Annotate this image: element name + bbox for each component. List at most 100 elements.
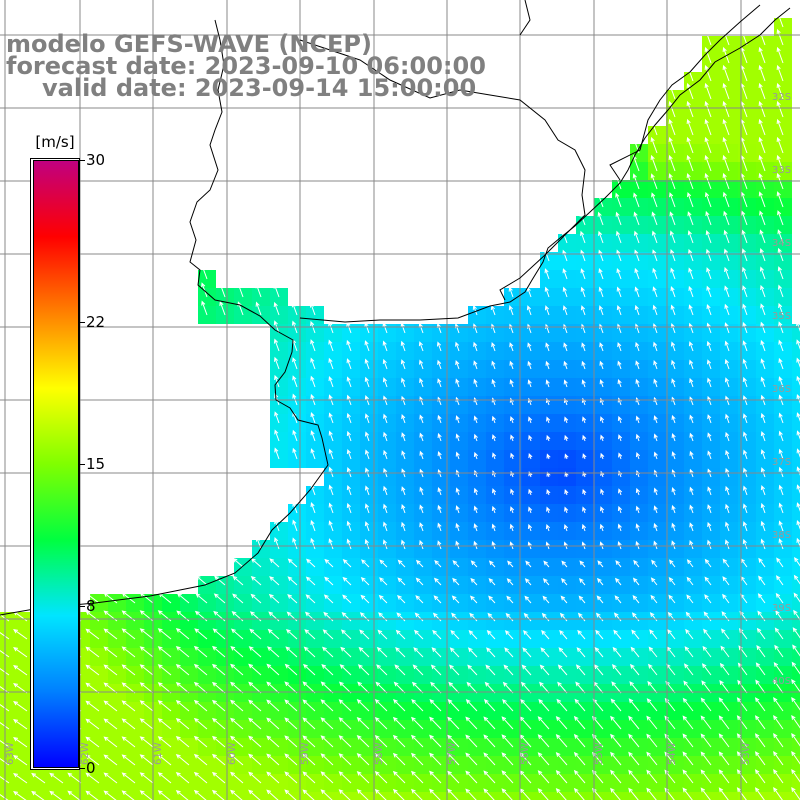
wind-arrow	[776, 10, 784, 28]
wind-arrow	[579, 577, 586, 586]
wind-arrow	[528, 434, 533, 442]
wind-arrow	[418, 322, 424, 334]
wind-arrow	[85, 772, 100, 784]
field-cell	[792, 486, 800, 504]
wind-arrow	[651, 559, 658, 568]
wind-arrow	[437, 414, 442, 424]
field-cell	[180, 792, 198, 800]
wind-arrow	[501, 788, 513, 800]
wind-arrow	[248, 646, 262, 658]
wind-arrow	[595, 612, 604, 622]
wind-arrow	[273, 301, 280, 316]
wind-arrow	[346, 321, 352, 334]
wind-arrow	[419, 450, 424, 460]
wind-arrow	[121, 592, 136, 604]
wind-arrow	[773, 733, 784, 748]
field-cell	[162, 792, 180, 800]
wind-arrow	[346, 449, 352, 460]
wind-arrow	[285, 646, 298, 658]
wind-arrow	[419, 504, 424, 514]
wind-arrow	[704, 64, 712, 82]
wind-arrow	[686, 172, 694, 190]
wind-arrow	[292, 429, 298, 442]
wind-arrow	[364, 485, 370, 496]
wind-arrow	[395, 647, 406, 658]
wind-arrow	[724, 539, 730, 550]
wind-arrow	[544, 305, 550, 316]
wind-arrow	[635, 523, 640, 532]
wind-arrow	[668, 577, 676, 586]
wind-arrow	[628, 769, 640, 784]
wind-arrow	[703, 611, 712, 622]
wind-arrow	[433, 595, 442, 604]
field-cell	[792, 450, 800, 468]
wind-arrow	[777, 247, 784, 262]
wind-arrow	[394, 664, 406, 676]
wind-arrow	[687, 230, 694, 244]
wind-arrow	[364, 340, 370, 352]
wind-arrow	[707, 521, 712, 532]
wind-arrow	[472, 304, 478, 316]
wind-arrow	[635, 487, 641, 496]
field-cell	[792, 324, 800, 342]
wind-arrow	[328, 376, 334, 388]
latitude-label: 33S	[772, 165, 791, 176]
wind-arrow	[201, 263, 208, 280]
wind-arrow	[310, 519, 316, 532]
wind-arrow	[555, 734, 568, 748]
wind-arrow	[491, 378, 496, 388]
wind-arrow	[346, 520, 352, 532]
wind-arrow	[580, 249, 586, 262]
wind-arrow	[577, 612, 586, 622]
wind-arrow	[382, 395, 388, 406]
wind-arrow	[562, 249, 568, 262]
wind-arrow	[13, 700, 28, 712]
wind-arrow	[320, 735, 334, 748]
wind-arrow	[121, 646, 136, 658]
wind-arrow	[392, 734, 406, 748]
wind-arrow	[491, 523, 496, 532]
wind-arrow	[268, 611, 280, 622]
wind-arrow	[760, 502, 766, 514]
wind-arrow	[653, 378, 658, 388]
wind-arrow	[527, 342, 532, 352]
wind-arrow	[419, 539, 424, 550]
wind-arrow	[796, 430, 800, 440]
wind-arrow	[338, 717, 352, 730]
wind-arrow	[704, 28, 712, 46]
wind-arrow	[791, 696, 800, 711]
wind-arrow	[689, 522, 694, 532]
wind-arrow	[328, 357, 334, 370]
wind-arrow	[449, 664, 460, 676]
wind-arrow	[599, 523, 604, 532]
wind-arrow	[13, 628, 28, 640]
longitude-label: 59W	[300, 742, 311, 765]
wind-arrow	[31, 772, 46, 784]
wind-arrow	[778, 502, 784, 514]
wind-arrow	[725, 503, 730, 514]
wind-arrow	[328, 448, 334, 460]
field-cell	[90, 792, 108, 800]
field-cell	[738, 792, 756, 800]
wind-arrow	[700, 787, 711, 800]
wind-arrow	[374, 770, 388, 784]
wind-arrow	[596, 595, 604, 604]
wind-arrow	[0, 740, 10, 748]
wind-arrow	[502, 698, 514, 712]
wind-arrow	[723, 248, 730, 262]
wind-arrow	[503, 664, 514, 676]
wind-arrow	[560, 595, 568, 604]
wind-arrow	[578, 595, 586, 604]
wind-arrow	[230, 681, 244, 694]
wind-arrow	[725, 449, 730, 460]
wind-arrow	[175, 736, 190, 748]
wind-arrow	[488, 560, 496, 568]
wind-arrow	[653, 360, 658, 370]
title-forecast-date: forecast date: 2023-09-10 06:00:00	[6, 52, 486, 80]
wind-arrow	[573, 751, 586, 766]
wind-arrow	[302, 771, 316, 784]
field-cell	[252, 792, 270, 800]
wind-arrow	[401, 521, 406, 532]
longitude-labels: 63W 62W 61W 60W 59W 58W 57W 56W 55W 54W 53W	[5, 742, 752, 765]
